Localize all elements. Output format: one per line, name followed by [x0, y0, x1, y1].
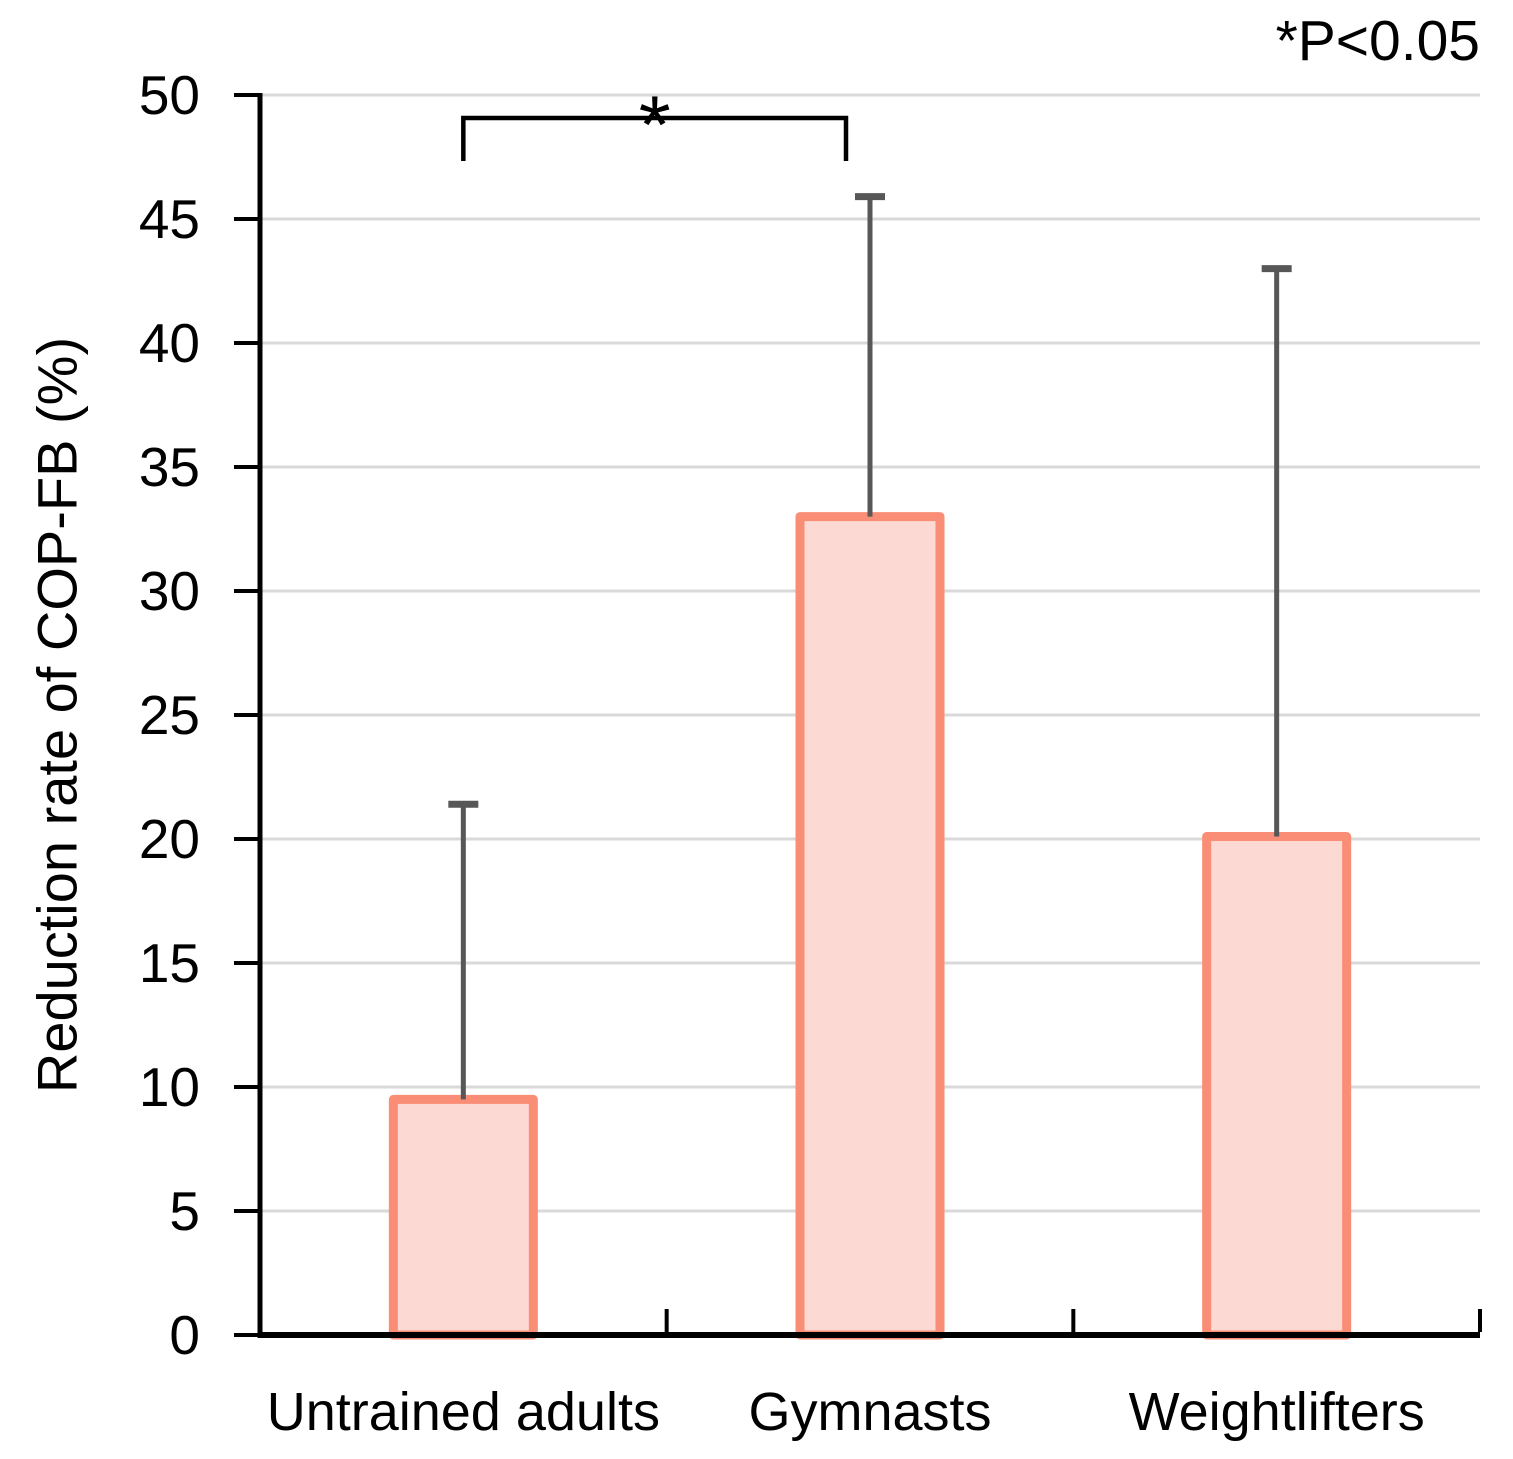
x-category-label-weightlifters: Weightlifters [1129, 1382, 1425, 1442]
y-tick-label: 35 [139, 436, 200, 498]
y-tick-label: 25 [139, 684, 200, 746]
x-category-label-gymnasts: Gymnasts [748, 1382, 991, 1442]
bar-weightlifters [1202, 832, 1352, 1340]
bar-gymnasts [795, 512, 945, 1340]
x-category-label-untrained-adults: Untrained adults [267, 1382, 660, 1442]
y-tick-label: 5 [169, 1180, 200, 1242]
y-tick-label: 0 [169, 1304, 200, 1366]
y-tick-label: 45 [139, 188, 200, 250]
y-tick-label: 50 [139, 64, 200, 126]
significance-note: *P<0.05 [1275, 9, 1480, 73]
y-tick-label: 15 [139, 932, 200, 994]
y-tick-label: 30 [139, 560, 200, 622]
significance-bracket [461, 115, 849, 161]
y-tick-label: 20 [139, 808, 200, 870]
significance-asterisk: * [639, 80, 671, 171]
y-tick-label: 40 [139, 312, 200, 374]
y-tick-label: 10 [139, 1056, 200, 1118]
bar-untrained-adults [388, 1094, 538, 1340]
